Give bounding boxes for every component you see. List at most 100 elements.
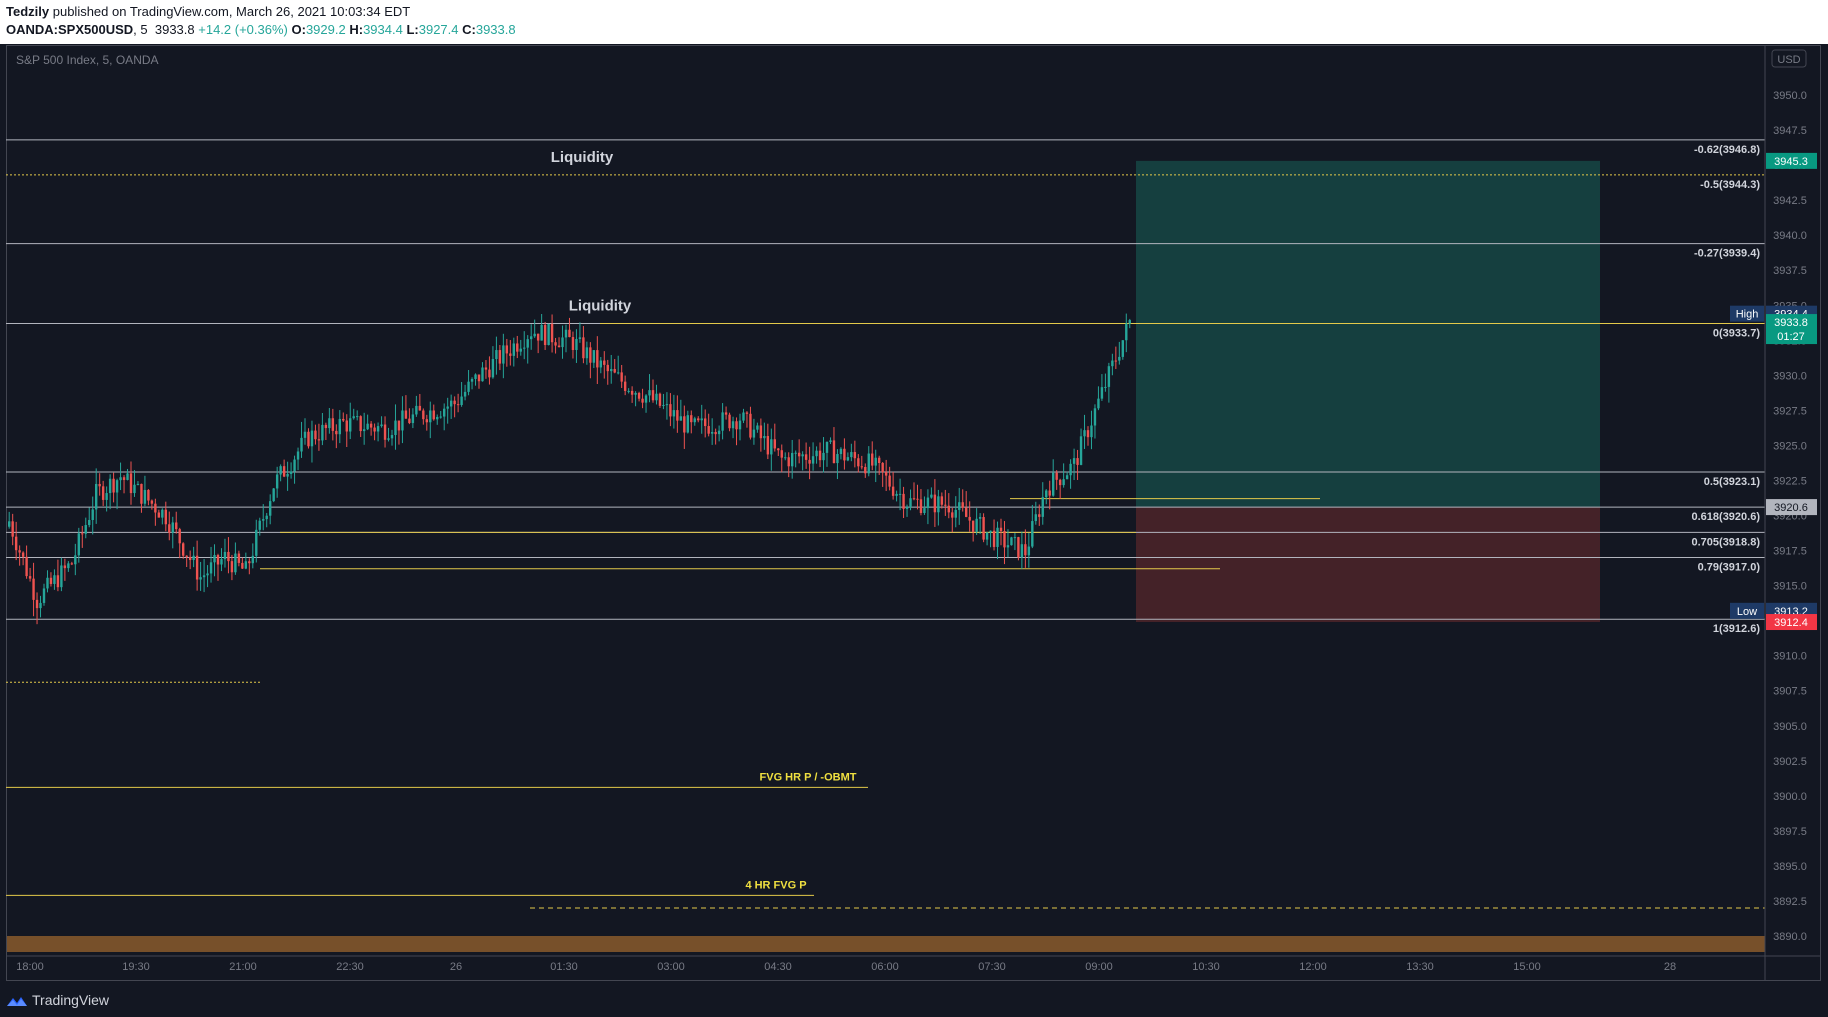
candle-body — [470, 378, 474, 382]
candle-body — [1090, 425, 1093, 438]
candle-body — [1114, 360, 1118, 362]
candle-body — [436, 416, 439, 420]
candle-body — [888, 475, 891, 487]
candle-body — [380, 424, 383, 427]
candle-body — [926, 497, 930, 509]
price-tick-label: 3900.0 — [1773, 791, 1807, 803]
candle-body — [335, 430, 338, 435]
candle-body — [425, 419, 428, 423]
candle-body — [404, 410, 408, 419]
price-tick-label: 3927.5 — [1773, 405, 1807, 417]
candle-body — [1048, 490, 1051, 496]
candle-body — [738, 420, 742, 430]
candle-body — [1111, 360, 1114, 367]
price-badge-tag-label: High — [1736, 309, 1759, 321]
candle-body — [989, 530, 992, 533]
chart-annotation[interactable]: Liquidity — [551, 149, 614, 166]
candle-body — [1031, 521, 1034, 547]
symbol-name[interactable]: OANDA:SPX500USD — [6, 22, 134, 37]
price-badge-value: 3945.3 — [1774, 156, 1808, 168]
price-badge — [1766, 614, 1817, 631]
candle-body — [376, 426, 380, 432]
candle-body — [655, 393, 658, 401]
svg-text:USD: USD — [1777, 54, 1800, 66]
author-name[interactable]: Tedzily — [6, 4, 50, 19]
chart-frame[interactable] — [6, 45, 1821, 981]
candle-body — [745, 412, 749, 414]
candle-body — [390, 435, 394, 439]
candle-body — [63, 565, 67, 569]
chart-annotation[interactable]: Liquidity — [569, 297, 632, 314]
candle-body — [648, 390, 651, 396]
candle-body — [516, 343, 519, 352]
candle-body — [721, 412, 724, 431]
candle-body — [1104, 386, 1107, 388]
candle-body — [749, 413, 752, 438]
candle-body — [161, 509, 164, 518]
candle-body — [202, 575, 206, 578]
price-tick-label: 3937.5 — [1773, 265, 1807, 277]
profit-target-zone[interactable] — [1136, 160, 1600, 508]
candle-body — [408, 418, 411, 424]
price-chart[interactable]: -0.62(3946.8) -0.5(3944.3) -0.27(3939.4) 0(… — [0, 0, 1828, 984]
fib-level-label: 0.5(3923.1) — [1704, 476, 1761, 488]
candle-body — [460, 396, 463, 405]
candle-body — [439, 416, 442, 418]
chart-annotation[interactable]: FVG HR P / -OBMT — [760, 771, 857, 783]
chart-annotation[interactable]: 4 HR FVG P — [745, 879, 806, 891]
candle-body — [491, 359, 495, 378]
candle-body — [564, 329, 568, 338]
candle-body — [714, 432, 717, 435]
candle-body — [432, 410, 435, 420]
candle-body — [700, 418, 703, 421]
time-tick-label: 06:00 — [871, 961, 899, 973]
candle-body — [860, 466, 863, 468]
candle-body — [965, 507, 968, 517]
candle-body — [195, 555, 199, 580]
tradingview-logo[interactable]: TradingView — [6, 992, 109, 1008]
candle-body — [735, 421, 738, 430]
price-tick-label: 3910.0 — [1773, 651, 1807, 663]
candle-body — [150, 500, 154, 504]
candle-body — [443, 408, 446, 417]
candle-body — [91, 509, 94, 521]
candle-body — [891, 486, 895, 496]
candle-body — [651, 390, 655, 401]
candle-body — [206, 573, 209, 576]
high-value: 3934.4 — [363, 22, 403, 37]
candle-body — [303, 431, 307, 438]
currency-button[interactable]: USD — [1771, 49, 1807, 68]
stop-loss-zone[interactable] — [1136, 507, 1600, 623]
candle-body — [846, 457, 850, 461]
fib-level-label: 0.705(3918.8) — [1692, 536, 1761, 548]
candle-body — [387, 438, 390, 440]
candle-body — [147, 489, 150, 501]
candle-body — [39, 602, 42, 609]
candle-body — [401, 410, 404, 431]
candle-body — [933, 494, 937, 513]
candle-body — [620, 372, 623, 382]
candle-body — [902, 493, 905, 509]
candle-body — [533, 333, 536, 337]
candle-body — [1034, 514, 1037, 522]
candle-body — [498, 350, 502, 364]
candle-body — [1093, 408, 1097, 426]
candle-body — [843, 448, 846, 461]
candle-body — [1058, 479, 1062, 486]
candle-body — [756, 425, 759, 430]
candle-body — [592, 350, 596, 363]
candle-body — [300, 437, 303, 452]
candle-body — [961, 502, 964, 508]
candle-body — [784, 457, 787, 459]
candle-body — [14, 536, 18, 551]
price-badge-tag-label: Low — [1737, 606, 1757, 618]
candle-body — [613, 369, 616, 373]
candle-body — [752, 429, 756, 438]
candle-body — [777, 448, 780, 451]
candle-body — [154, 503, 157, 513]
candle-body — [832, 440, 836, 464]
candle-body — [568, 329, 571, 338]
countdown-label: 01:27 — [1777, 331, 1805, 343]
candle-body — [571, 337, 575, 350]
candle-body — [679, 416, 683, 421]
